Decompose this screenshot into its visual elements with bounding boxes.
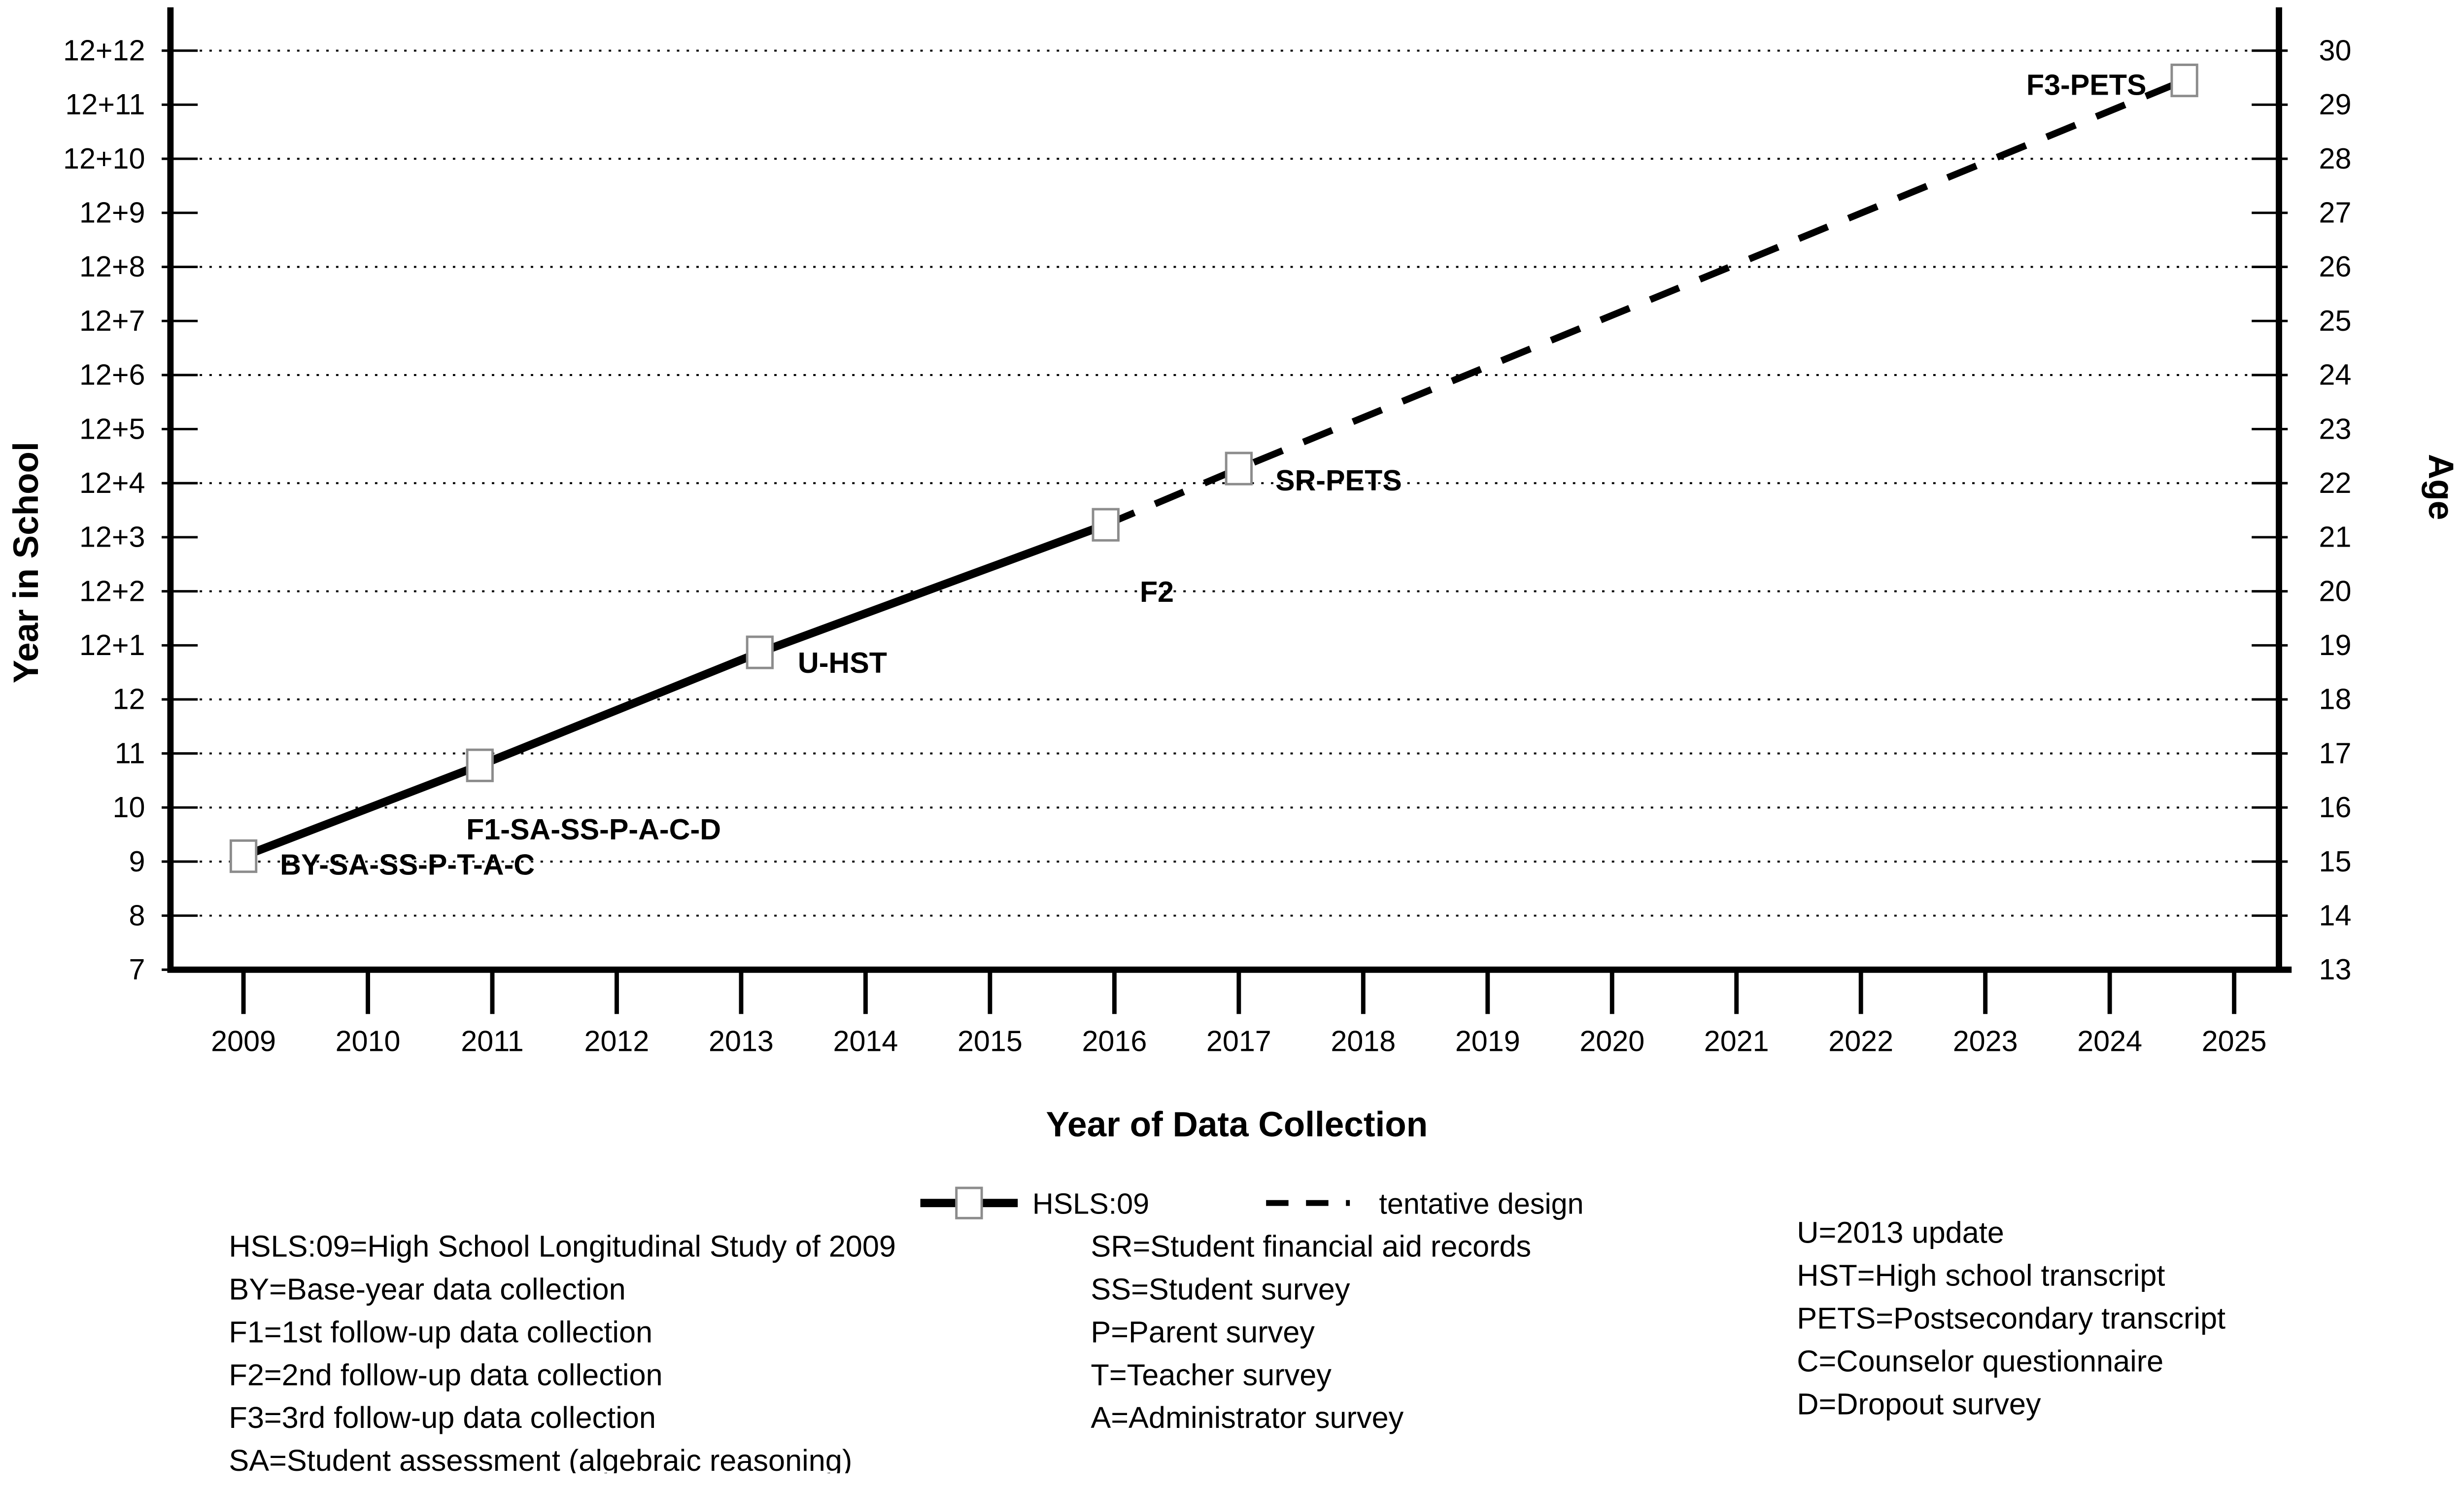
x-tick-label: 2018 [1331, 1024, 1396, 1057]
key-line: D=Dropout survey [1797, 1387, 2041, 1421]
y-left-tick-label: 10 [113, 791, 145, 824]
key-line: F3=3rd follow-up data collection [229, 1401, 656, 1434]
y-right-tick-label: 25 [2319, 304, 2352, 337]
legend: HSLS:09 tentative design [920, 1186, 1584, 1220]
key-line: PETS=Postsecondary transcript [1797, 1302, 2225, 1335]
y-right-tick-label: 21 [2319, 520, 2352, 554]
key-line: F2=2nd follow-up data collection [229, 1358, 662, 1391]
key-line: SR=Student financial aid records [1091, 1229, 1531, 1263]
y-left-tick-label: 12+9 [79, 196, 145, 229]
y-right-tick-label: 30 [2319, 34, 2352, 67]
key-line: HST=High school transcript [1797, 1259, 2165, 1292]
series-line-solid [242, 520, 1107, 860]
y-left-tick-label: 12+3 [79, 520, 145, 554]
y-axis-left-title: Year in School [7, 442, 46, 683]
y-right-tick-label: 15 [2319, 845, 2352, 878]
data-point-markers [229, 64, 2198, 873]
y-right-tick-label: 13 [2319, 953, 2352, 986]
key-line: C=Counselor questionnaire [1797, 1345, 2163, 1378]
x-tick-label: 2022 [1828, 1024, 1893, 1057]
y-left-tick-label: 12+10 [63, 142, 145, 175]
y-right-tick-label: 28 [2319, 142, 2352, 175]
point-label: F1-SA-SS-P-A-C-D [466, 813, 721, 846]
y-left-tick-label: 8 [129, 899, 145, 932]
data-point-marker [746, 635, 774, 669]
y-left-tick-label: 12+6 [79, 358, 145, 391]
y-right-tick-label: 20 [2319, 574, 2352, 607]
y-right-tick-label: 17 [2319, 736, 2352, 769]
point-label: F2 [1140, 575, 1174, 608]
x-axis-ticks: 2009 2010 2011 2012 2013 2014 2015 2016 2017 2018… [211, 970, 2267, 1057]
y-left-tick-label: 12+5 [79, 412, 145, 445]
y-right-tick-label: 19 [2319, 628, 2352, 661]
key-line: HSLS:09=High School Longitudinal Study o… [229, 1229, 896, 1263]
point-label: F3-PETS [2026, 69, 2147, 102]
x-tick-label: 2021 [1704, 1024, 1769, 1057]
point-label: BY-SA-SS-P-T-A-C [280, 848, 535, 881]
x-tick-label: 2014 [833, 1024, 898, 1057]
key-line: SS=Student survey [1091, 1272, 1350, 1306]
y-right-tick-label: 24 [2319, 358, 2352, 391]
y-right-tick-label: 23 [2319, 412, 2352, 445]
x-tick-label: 2010 [336, 1024, 401, 1057]
y-left-tick-label: 12+12 [63, 34, 145, 67]
y-right-tick-label: 16 [2319, 791, 2352, 824]
gridlines [170, 49, 2279, 917]
y-left-tick-label: 12+11 [65, 88, 145, 121]
key-line: F1=1st follow-up data collection [229, 1315, 652, 1349]
x-tick-label: 2013 [709, 1024, 774, 1057]
x-tick-label: 2025 [2202, 1024, 2267, 1057]
y-right-tick-label: 27 [2319, 196, 2352, 229]
abbreviation-key: HSLS:09=High School Longitudinal Study o… [229, 1216, 2225, 1473]
x-tick-label: 2020 [1579, 1024, 1644, 1057]
y-left-tick-label: 9 [129, 845, 145, 878]
data-point-marker [2170, 64, 2198, 98]
x-tick-label: 2015 [958, 1024, 1023, 1057]
data-point-labels: BY-SA-SS-P-T-A-CF1-SA-SS-P-A-C-D U-HST F2 S… [280, 69, 2146, 881]
x-tick-label: 2012 [584, 1024, 650, 1057]
x-tick-label: 2011 [461, 1024, 523, 1057]
y-left-tick-label: 11 [115, 736, 145, 769]
point-label: SR-PETS [1275, 464, 1402, 497]
x-tick-label: 2016 [1082, 1024, 1147, 1057]
y-left-tick-label: 12+8 [79, 250, 145, 283]
key-line: P=Parent survey [1091, 1315, 1315, 1349]
y-right-tick-label: 14 [2319, 899, 2352, 932]
y-left-tick-label: 12+4 [79, 466, 145, 499]
y-left-tick-label: 12+2 [79, 574, 145, 607]
y-right-tick-label: 18 [2319, 683, 2352, 716]
y-right-tick-label: 22 [2319, 466, 2352, 499]
data-point-marker [229, 839, 258, 873]
y-right-tick-label: 29 [2319, 88, 2352, 121]
y-left-tick-label: 12 [113, 683, 145, 716]
point-label: U-HST [798, 646, 887, 679]
key-line: SA=Student assessment (algebraic reasoni… [229, 1444, 852, 1473]
y-axis-right-title: Age [2421, 454, 2460, 520]
x-tick-label: 2017 [1206, 1024, 1271, 1057]
legend-label-tentative-design: tentative design [1379, 1187, 1583, 1220]
y-left-tick-label: 12+7 [79, 304, 145, 337]
data-point-marker [466, 748, 494, 782]
key-line: U=2013 update [1797, 1216, 2004, 1249]
y-left-tick-label: 12+1 [79, 628, 145, 661]
data-point-marker [1225, 451, 1253, 485]
x-tick-label: 2024 [2077, 1024, 2142, 1057]
series-line-dashed [1104, 77, 2186, 528]
x-axis-title: Year of Data Collection [1046, 1105, 1428, 1144]
legend-label-hsls09: HSLS:09 [1032, 1187, 1149, 1220]
x-tick-label: 2023 [1953, 1024, 2018, 1057]
series-lines [242, 77, 2186, 860]
legend-square-marker [955, 1186, 983, 1219]
x-tick-label: 2009 [211, 1024, 276, 1057]
x-tick-label: 2019 [1455, 1024, 1520, 1057]
y-right-tick-label: 26 [2319, 250, 2352, 283]
y-left-tick-label: 7 [129, 953, 145, 986]
y-axis-ticks: 7 13 8 14 9 15 10 16 11 17 12 18 12+1 19 12+2 20 12+3 21 1… [63, 34, 2351, 986]
key-line: A=Administrator survey [1091, 1401, 1403, 1434]
key-line: T=Teacher survey [1091, 1358, 1332, 1391]
key-line: BY=Base-year data collection [229, 1272, 625, 1306]
data-point-marker [1092, 508, 1120, 542]
